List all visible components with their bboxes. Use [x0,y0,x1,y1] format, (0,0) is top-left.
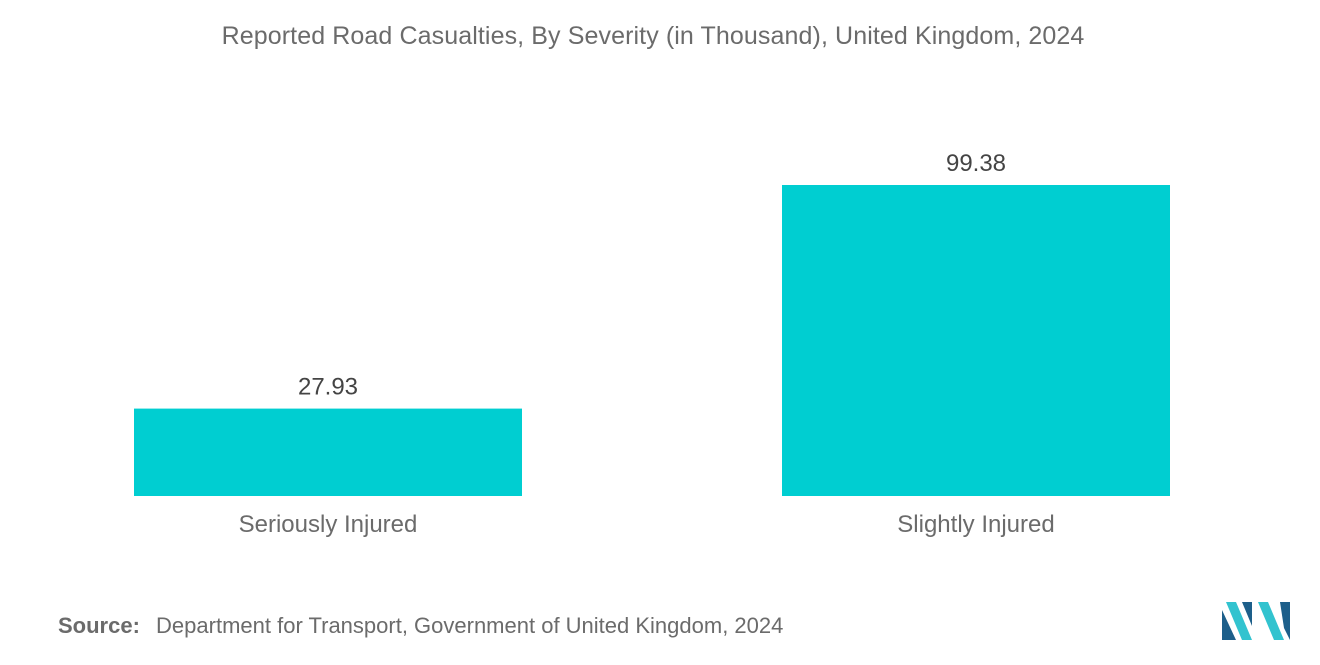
source-note: Source: Department for Transport, Govern… [58,613,783,639]
chart-title: Reported Road Casualties, By Severity (i… [221,22,1085,50]
category-label: Seriously Injured [239,511,418,538]
logo-mid-stroke [1242,602,1252,626]
logo-left-diagonal [1226,602,1252,640]
value-label: 99.38 [946,150,1006,177]
bar-slightly-injured [782,185,1170,496]
logo-left-stroke [1222,610,1236,640]
logo-right-stroke [1280,602,1290,640]
mordor-intelligence-logo [1222,602,1290,640]
bars-layer: 27.93 Seriously Injured 99.38 Slightly Inju… [134,150,1170,538]
logo-right-diagonal [1258,602,1284,640]
value-label: 27.93 [298,374,358,401]
source-label: Source: [58,613,140,638]
source-text: Department for Transport, Government of … [156,613,784,638]
bar-seriously-injured [134,408,522,496]
category-label: Slightly Injured [897,511,1054,538]
bar-chart: 27.93 Seriously Injured 99.38 Slightly Inju… [134,150,1170,538]
